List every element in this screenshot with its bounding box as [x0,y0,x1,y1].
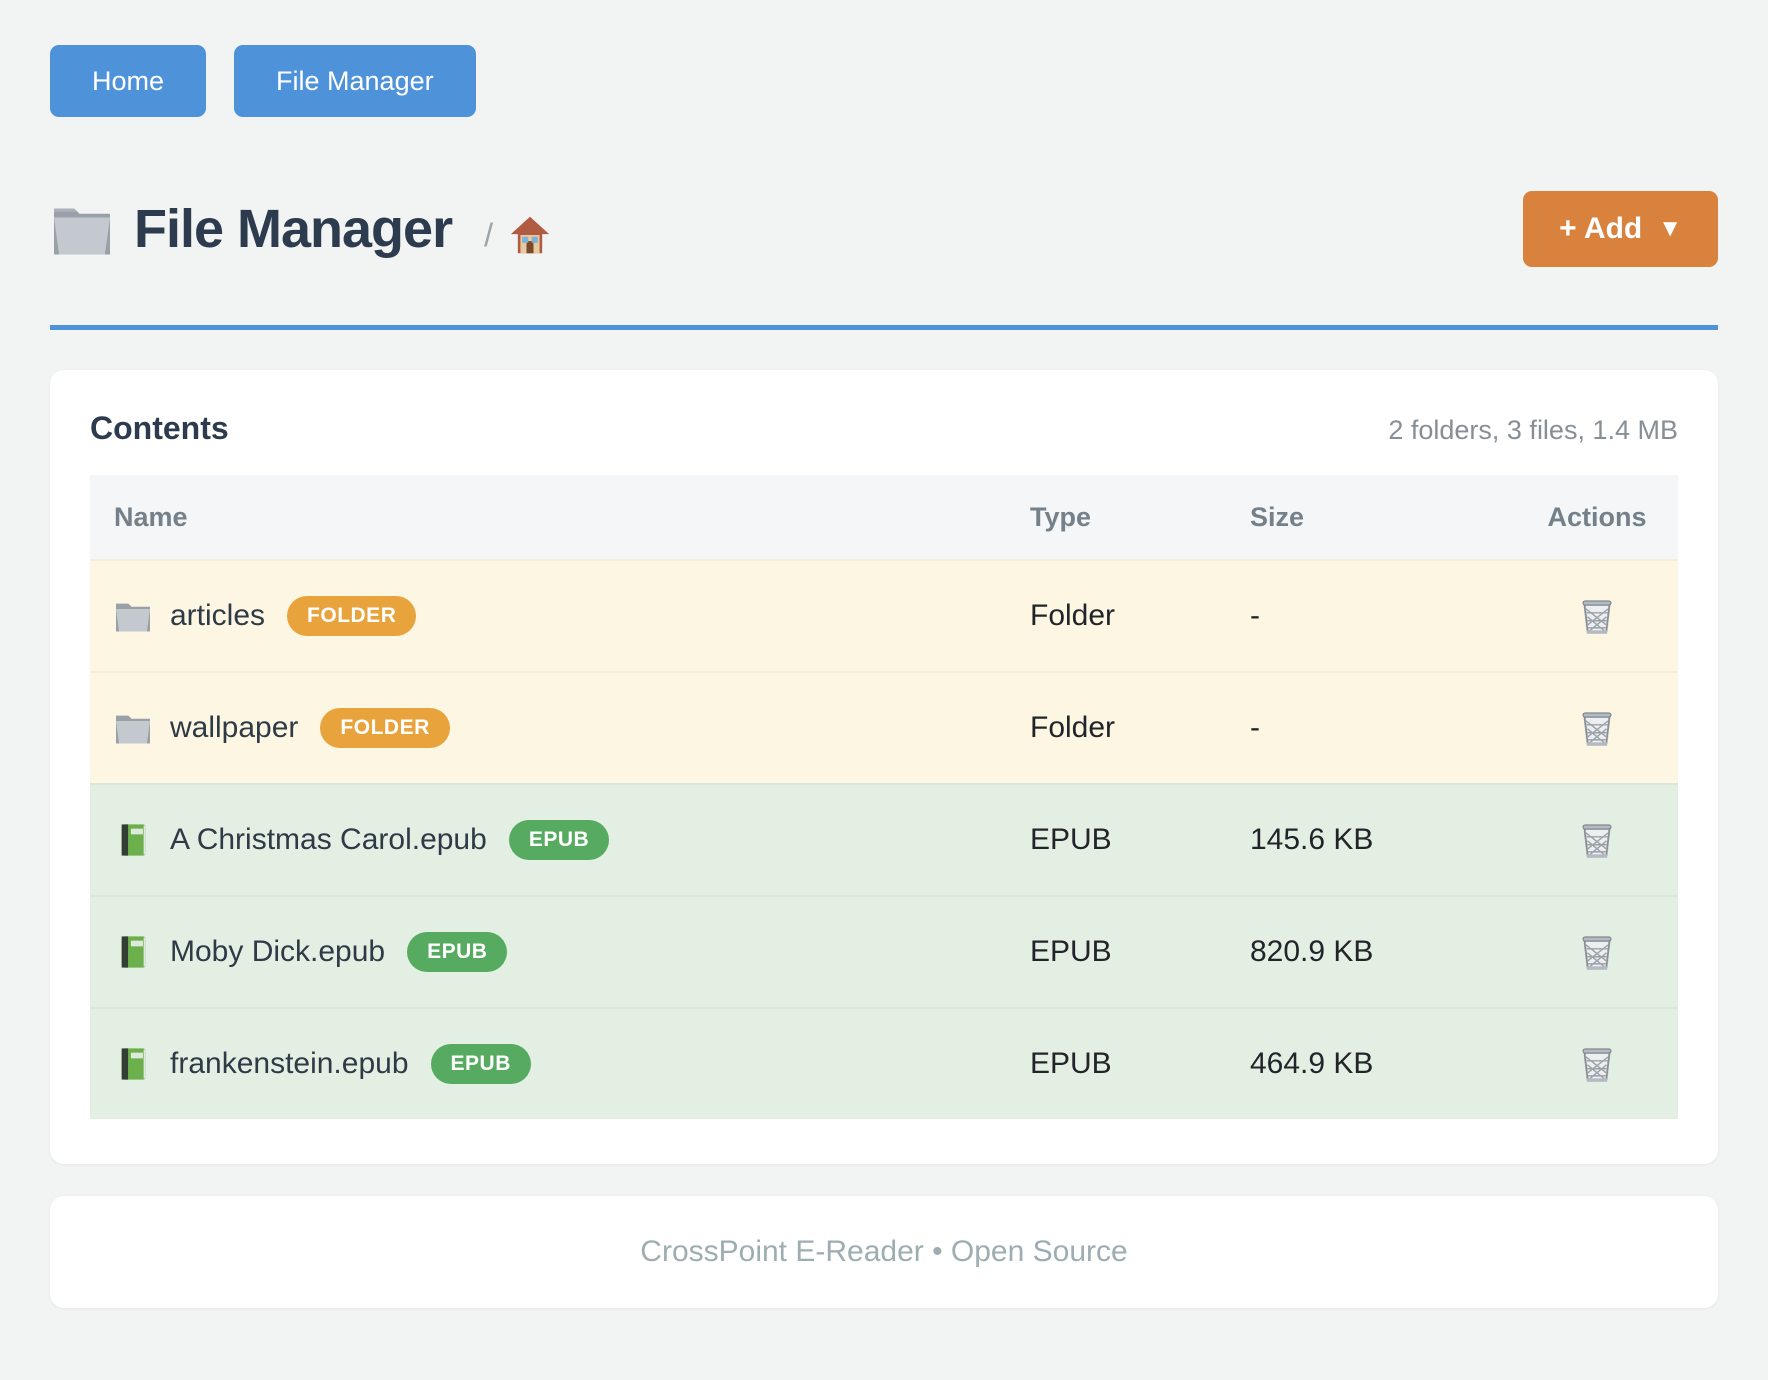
file-table-header: Name Type Size Actions [90,475,1678,559]
table-row[interactable]: wallpaper FOLDER Folder - [90,671,1678,783]
file-name[interactable]: A Christmas Carol.epub [170,823,487,856]
file-name[interactable]: Moby Dick.epub [170,935,386,968]
file-table-body: articles FOLDER Folder - [90,559,1678,1119]
file-badge: EPUB [430,1044,531,1084]
file-size: - [1250,711,1260,744]
actions-cell [1516,926,1678,978]
file-size: 464.9 KB [1250,1047,1374,1080]
title-wrap: File Manager / [50,198,551,260]
contents-card-header: Contents 2 folders, 3 files, 1.4 MB [90,410,1678,447]
column-header-name: Name [114,501,188,532]
table-row[interactable]: frankenstein.epub EPUB EPUB 464.9 KB [90,1007,1678,1119]
name-cell: articles FOLDER [90,596,1006,636]
page-title: File Manager [134,199,453,259]
book-icon [114,823,152,857]
file-type: EPUB [1030,1047,1112,1080]
house-icon[interactable] [509,209,551,254]
trash-icon[interactable] [1572,590,1622,642]
file-type: EPUB [1030,823,1112,856]
nav-button-home[interactable]: Home [50,45,207,117]
folder-icon [114,711,152,745]
name-cell: frankenstein.epub EPUB [90,1044,1006,1084]
file-badge: EPUB [508,820,610,860]
table-row[interactable]: articles FOLDER Folder - [90,559,1678,671]
folder-icon [114,599,152,633]
name-cell: wallpaper FOLDER [90,708,1006,748]
trash-icon[interactable] [1572,814,1622,866]
file-table: Name Type Size Actions articles FOLDER F… [90,475,1678,1119]
file-name[interactable]: articles [170,599,266,632]
chevron-down-icon: ▼ [1658,215,1682,242]
page-header: File Manager / + Add ▼ [50,191,1718,267]
actions-cell [1516,1038,1678,1090]
file-size: 820.9 KB [1250,935,1374,968]
contents-heading: Contents [90,410,229,446]
header-divider [50,325,1718,330]
footer-text: CrossPoint E-Reader • Open Source [640,1235,1128,1268]
actions-cell [1516,814,1678,866]
column-header-size: Size [1250,501,1305,532]
nav-button-file-manager[interactable]: File Manager [234,45,476,117]
file-type: EPUB [1030,935,1112,968]
trash-icon[interactable] [1572,1038,1622,1090]
file-name[interactable]: frankenstein.epub [170,1047,409,1080]
footer-card: CrossPoint E-Reader • Open Source [50,1196,1718,1308]
top-nav: Home File Manager [50,45,1718,117]
add-button-label: + Add [1559,212,1643,245]
folder-icon [50,201,114,257]
actions-cell [1516,590,1678,642]
name-cell: Moby Dick.epub EPUB [90,932,1006,972]
contents-summary: 2 folders, 3 files, 1.4 MB [1388,415,1678,445]
file-badge: FOLDER [320,708,450,748]
column-header-actions: Actions [1547,501,1647,532]
trash-icon[interactable] [1572,926,1622,978]
file-badge: EPUB [407,932,508,972]
actions-cell [1516,702,1678,754]
add-button[interactable]: + Add ▼ [1523,191,1718,267]
column-header-type: Type [1030,501,1092,532]
file-size: 145.6 KB [1250,823,1374,856]
file-type: Folder [1030,711,1116,744]
contents-card: Contents 2 folders, 3 files, 1.4 MB Name… [50,370,1718,1164]
trash-icon[interactable] [1572,702,1622,754]
breadcrumb-separator: / [484,216,493,253]
file-type: Folder [1030,599,1116,632]
table-row[interactable]: Moby Dick.epub EPUB EPUB 820.9 KB [90,895,1678,1007]
file-badge: FOLDER [287,596,417,636]
file-size: - [1250,599,1260,632]
file-name[interactable]: wallpaper [170,711,299,744]
table-row[interactable]: A Christmas Carol.epub EPUB EPUB 145.6 K… [90,783,1678,895]
book-icon [114,1047,152,1081]
name-cell: A Christmas Carol.epub EPUB [90,820,1006,860]
book-icon [114,935,152,969]
